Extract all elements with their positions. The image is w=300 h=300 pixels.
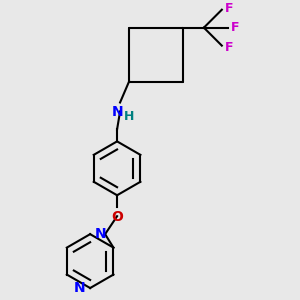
Text: O: O <box>111 210 123 224</box>
Text: N: N <box>74 281 86 295</box>
Text: F: F <box>225 40 233 54</box>
Text: N: N <box>111 106 123 119</box>
Text: H: H <box>124 110 134 123</box>
Text: N: N <box>94 227 106 241</box>
Text: F: F <box>231 21 239 34</box>
Text: F: F <box>225 2 233 15</box>
